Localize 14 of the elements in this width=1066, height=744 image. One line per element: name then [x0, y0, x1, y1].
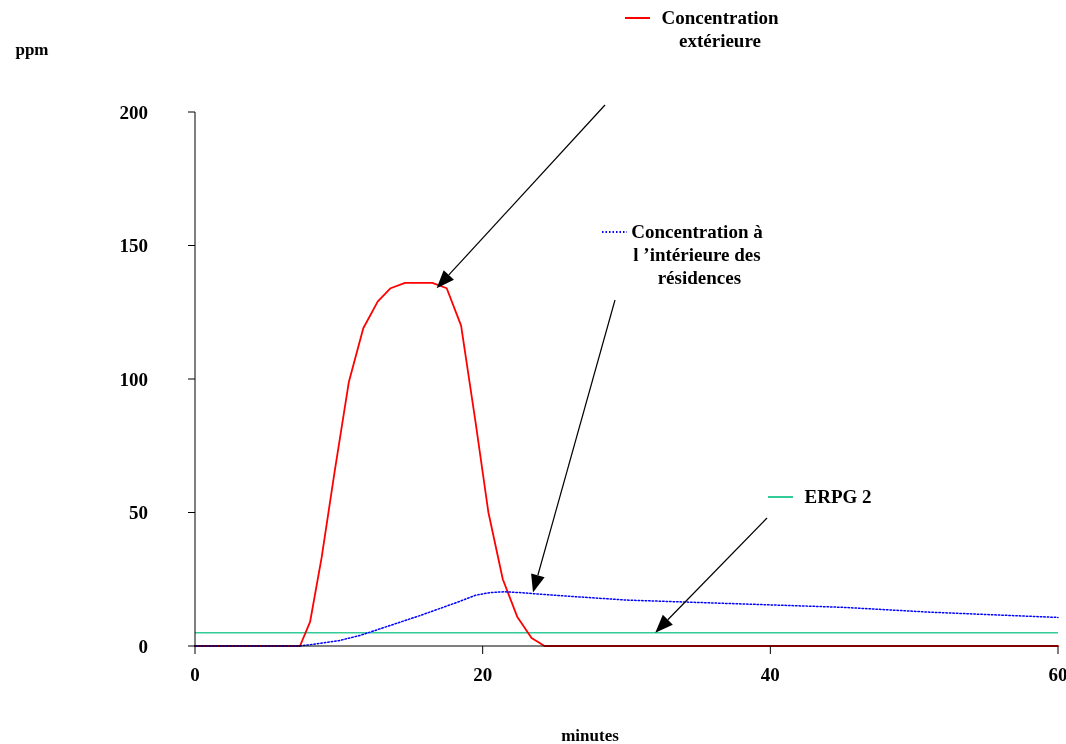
legend-label: Concentration à l ’intérieure des résidences: [631, 221, 764, 288]
x-axis-title: minutes: [561, 726, 620, 744]
x-tick-label: 0: [190, 664, 200, 685]
y-tick-label: 50: [129, 502, 148, 524]
x-tick-label: 20: [473, 664, 493, 685]
x-tick-label: 40: [760, 664, 780, 685]
legend-label: ERPG 2: [804, 486, 872, 507]
y-axis-title: ppm: [15, 40, 49, 59]
x-tick-label: 60: [1048, 664, 1066, 685]
y-tick-label: 100: [119, 368, 148, 390]
y-tick-label: 0: [138, 635, 148, 657]
legend-label: Concentration extérieure: [661, 7, 780, 51]
y-tick-label: 200: [119, 101, 148, 123]
y-tick-label: 150: [119, 235, 148, 257]
